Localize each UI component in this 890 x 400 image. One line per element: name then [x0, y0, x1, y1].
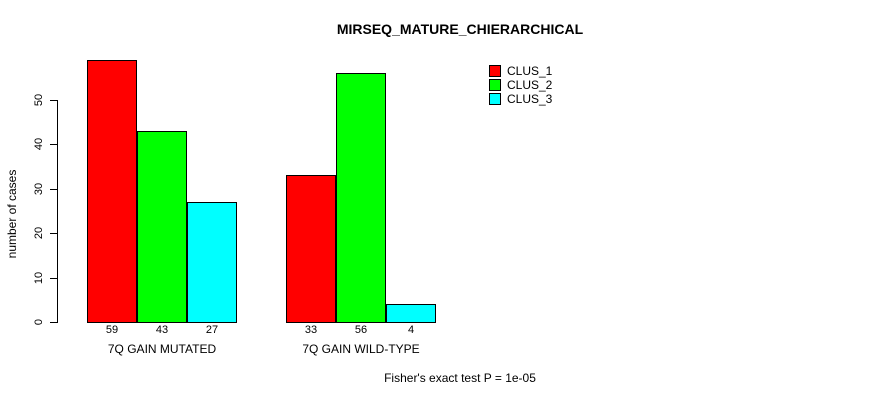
y-axis-tick: [50, 188, 57, 190]
bar-clus_2-group2: [336, 73, 386, 323]
y-axis-tick: [50, 233, 57, 235]
bar-value-label: 4: [407, 324, 415, 336]
y-axis-tick-label: 50: [33, 93, 45, 107]
y-axis-tick-label: 0: [33, 318, 45, 326]
y-axis-tick: [50, 322, 57, 323]
y-axis-tick-label: 30: [33, 182, 45, 195]
bar-clus_2-group1: [137, 131, 187, 323]
y-axis-tick-label: 40: [33, 138, 45, 151]
legend-swatch-clus_2: [489, 79, 501, 91]
annotation-text: Fisher's exact test P = 1e-05: [384, 371, 536, 385]
chart-title: MIRSEQ_MATURE_CHIERARCHICAL: [336, 21, 584, 37]
bar-clus_3-group2: [386, 304, 436, 323]
legend-label: CLUS_3: [507, 92, 553, 106]
bar-value-label: 56: [354, 324, 368, 336]
y-axis-title: number of cases: [5, 169, 19, 259]
legend-swatch-clus_1: [489, 65, 501, 77]
bar-value-label: 59: [105, 324, 119, 336]
bar-clus_3-group1: [187, 202, 237, 323]
x-axis-group-label: 7Q GAIN MUTATED: [107, 342, 217, 356]
y-axis-tick: [50, 100, 57, 101]
x-axis-group-label: 7Q GAIN WILD-TYPE: [302, 342, 420, 356]
y-axis-tick: [50, 144, 57, 146]
bar-clus_1-group1: [87, 60, 137, 323]
legend-swatch-clus_3: [489, 93, 501, 105]
bar-value-label: 27: [205, 324, 219, 336]
bar-clus_1-group2: [286, 175, 336, 323]
y-axis-line: [57, 100, 58, 323]
bar-value-label: 33: [304, 324, 318, 336]
y-axis-tick: [50, 277, 57, 279]
bar-value-label: 43: [155, 324, 169, 336]
legend-label: CLUS_2: [507, 78, 553, 92]
y-axis-tick-label: 20: [33, 227, 45, 240]
legend-label: CLUS_1: [507, 64, 553, 78]
y-axis-tick-label: 10: [33, 271, 45, 284]
